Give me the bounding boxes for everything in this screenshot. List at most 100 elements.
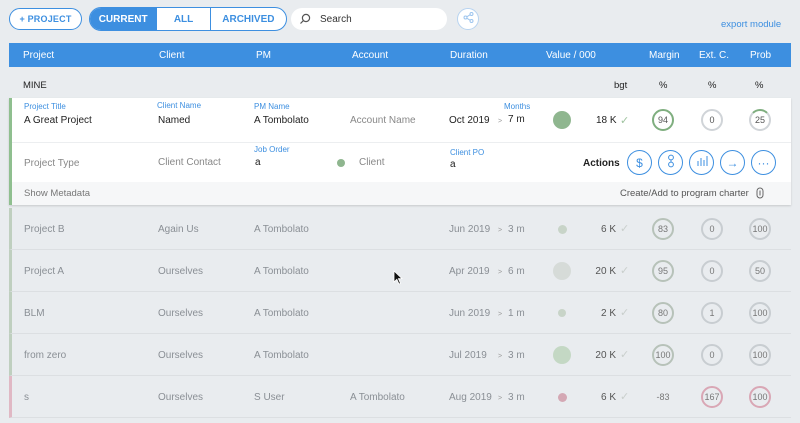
- finance-action-button[interactable]: $: [627, 150, 652, 175]
- value-indicator-dot: [553, 262, 571, 280]
- duration-arrow-icon: >: [498, 395, 503, 402]
- paperclip-icon[interactable]: [756, 187, 764, 202]
- value-indicator-dot: [558, 309, 566, 317]
- value-cell: 6 K: [600, 392, 616, 403]
- value-cell: 20 K: [595, 350, 616, 361]
- share-icon: [463, 12, 474, 26]
- margin-ring: 100: [652, 344, 674, 366]
- start-cell: Aug 2019: [449, 392, 492, 403]
- tab-all[interactable]: ALL: [157, 8, 211, 30]
- value-indicator-dot: [553, 111, 571, 129]
- col-value[interactable]: Value / 000: [546, 50, 596, 61]
- prob-ring: 100: [749, 344, 771, 366]
- program-charter-link[interactable]: Create/Add to program charter: [620, 188, 749, 199]
- margin-ring: -83: [656, 392, 670, 402]
- duration-field[interactable]: 7 m: [508, 114, 525, 125]
- project-cell: Project B: [24, 224, 65, 235]
- value-indicator-dot: [553, 346, 571, 364]
- dollar-icon: $: [636, 155, 643, 170]
- export-module-link[interactable]: export module: [721, 19, 782, 30]
- search-input[interactable]: Search: [320, 13, 352, 25]
- budget-check-icon: ✓: [620, 115, 630, 127]
- value-indicator-dot: [557, 224, 567, 234]
- margin-ring: 83: [652, 218, 674, 240]
- group-label: MINE: [23, 80, 47, 91]
- col-prob[interactable]: Prob: [750, 50, 772, 61]
- pm-cell: S User: [254, 392, 285, 403]
- metadata-bar: [12, 182, 791, 205]
- client-name-field[interactable]: Named: [158, 115, 191, 126]
- table-row[interactable]: BLM Ourselves A Tombolato Jun 2019 1 m 2 K > ✓ 8…: [9, 292, 791, 334]
- prob-ring: 25: [749, 109, 771, 131]
- client-name-label: Client Name: [157, 101, 202, 110]
- col-client[interactable]: Client: [159, 50, 185, 61]
- col-ext[interactable]: Ext. C.: [699, 50, 730, 61]
- project-cell: from zero: [24, 350, 67, 361]
- duration-cell: 1 m: [508, 308, 525, 319]
- card-divider: [12, 142, 791, 143]
- pm-cell: A Tombolato: [254, 224, 309, 235]
- table-row[interactable]: from zero Ourselves A Tombolato Jul 2019 3 m…: [9, 334, 791, 376]
- more-action-button[interactable]: ···: [751, 150, 776, 175]
- chart-action-button[interactable]: [689, 150, 714, 175]
- col-duration[interactable]: Duration: [450, 50, 488, 61]
- duration-arrow-icon: >: [498, 311, 503, 318]
- show-metadata-link[interactable]: Show Metadata: [24, 188, 91, 199]
- client-cell: Ourselves: [158, 308, 204, 319]
- account-cell: A Tombolato: [350, 392, 405, 403]
- selected-project-card[interactable]: Project Title A Great Project Client Nam…: [9, 98, 791, 205]
- prob-ring: 100: [749, 302, 771, 324]
- forward-action-button[interactable]: →: [720, 150, 745, 175]
- start-date-field[interactable]: Oct 2019: [449, 115, 490, 126]
- duration-arrow-icon: >: [498, 118, 503, 125]
- search-box[interactable]: Search: [291, 8, 447, 30]
- start-cell: Jun 2019: [449, 308, 491, 319]
- ext-unit: %: [708, 80, 717, 91]
- project-type-field[interactable]: Project Type: [24, 158, 80, 169]
- table-row[interactable]: s Ourselves S User A Tombolato Aug 2019 3 m 6 …: [9, 376, 791, 418]
- pm-name-field[interactable]: A Tombolato: [254, 115, 309, 126]
- pin-icon: [666, 154, 676, 171]
- project-title-label: Project Title: [24, 102, 66, 111]
- value-field[interactable]: 18 K: [596, 115, 617, 126]
- client-cell: Ourselves: [158, 392, 204, 403]
- ext-ring: 0: [701, 109, 723, 131]
- ext-ring: 167: [701, 386, 723, 408]
- value-unit: bgt: [614, 80, 628, 91]
- months-label: Months: [504, 102, 531, 111]
- table-row[interactable]: Project B Again Us A Tombolato Jun 2019 3 m 6…: [9, 208, 791, 250]
- group-header: MINE bgt % % %: [9, 67, 791, 98]
- start-cell: Apr 2019: [449, 266, 490, 277]
- client-po-field[interactable]: a: [450, 159, 456, 170]
- value-cell: 2 K: [600, 308, 616, 319]
- table-row[interactable]: Project A Ourselves A Tombolato Apr 2019 6 m…: [9, 250, 791, 292]
- pm-cell: A Tombolato: [254, 308, 309, 319]
- pm-cell: A Tombolato: [254, 350, 309, 361]
- client-contact-field[interactable]: Client Contact: [158, 157, 221, 168]
- ext-ring: 0: [701, 218, 723, 240]
- job-order-field[interactable]: a: [255, 157, 261, 168]
- pm-cell: A Tombolato: [254, 266, 309, 277]
- budget-check-icon: ✓: [620, 391, 630, 403]
- tab-current[interactable]: CURRENT: [90, 8, 158, 30]
- duration-cell: 6 m: [508, 266, 525, 277]
- budget-check-icon: ✓: [620, 307, 630, 319]
- budget-check-icon: ✓: [620, 223, 630, 235]
- col-account[interactable]: Account: [352, 50, 389, 61]
- account-name-field[interactable]: Account Name: [350, 115, 416, 126]
- value-cell: 6 K: [600, 224, 616, 235]
- start-cell: Jun 2019: [449, 224, 491, 235]
- table-header: Project Client PM Account Duration Value…: [9, 43, 791, 67]
- mouse-cursor: [393, 270, 404, 288]
- col-pm[interactable]: PM: [256, 50, 271, 61]
- new-project-button[interactable]: + PROJECT: [9, 8, 82, 30]
- project-title-field[interactable]: A Great Project: [24, 115, 92, 126]
- col-margin[interactable]: Margin: [649, 50, 680, 61]
- pin-action-button[interactable]: [658, 150, 683, 175]
- col-project[interactable]: Project: [23, 50, 55, 61]
- margin-ring: 94: [652, 109, 674, 131]
- tab-archived[interactable]: ARCHIVED: [222, 13, 275, 25]
- margin-ring: 80: [652, 302, 674, 324]
- view-filter-tabs: CURRENT ALL ARCHIVED: [89, 7, 287, 31]
- share-button[interactable]: [457, 8, 479, 30]
